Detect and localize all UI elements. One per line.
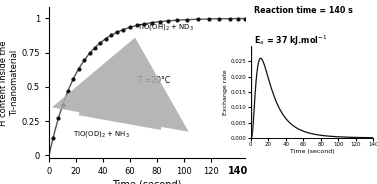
Point — [195, 18, 201, 21]
Text: Reaction time = 140 s: Reaction time = 140 s — [254, 6, 353, 15]
Point — [120, 28, 126, 31]
Point — [103, 37, 109, 40]
Y-axis label: H content inside the
Ti-nanomaterial: H content inside the Ti-nanomaterial — [0, 40, 19, 125]
Text: 140: 140 — [228, 166, 248, 176]
Y-axis label: Exchange rate: Exchange rate — [223, 69, 228, 115]
Point — [157, 20, 163, 23]
Point — [175, 19, 181, 22]
X-axis label: Time (second): Time (second) — [290, 148, 334, 154]
Point — [92, 46, 98, 49]
Point — [50, 137, 56, 139]
Text: TiO(OD)$_2$ + NH$_3$: TiO(OD)$_2$ + NH$_3$ — [74, 129, 130, 139]
Point — [65, 89, 71, 92]
Text: TiO(OH)$_2$ + ND$_3$: TiO(OH)$_2$ + ND$_3$ — [137, 22, 194, 32]
Text: E$_{a}$ = 37 kJ.mol$^{-1}$: E$_{a}$ = 37 kJ.mol$^{-1}$ — [254, 33, 328, 47]
Point — [55, 117, 61, 120]
Text: T =20°C: T =20°C — [138, 76, 170, 85]
Point — [108, 34, 114, 37]
X-axis label: Time (second): Time (second) — [112, 179, 182, 184]
Point — [235, 17, 241, 20]
Point — [205, 17, 211, 20]
Point — [127, 26, 133, 29]
Point — [97, 41, 103, 44]
Point — [216, 17, 222, 20]
Point — [70, 77, 77, 80]
Point — [60, 104, 66, 107]
Point — [149, 21, 155, 24]
Point — [227, 17, 233, 20]
Point — [184, 18, 190, 21]
Point — [76, 67, 82, 70]
Point — [141, 23, 147, 26]
Point — [81, 59, 87, 62]
Point — [134, 24, 140, 27]
Point — [242, 17, 248, 20]
Point — [87, 52, 93, 55]
Point — [165, 19, 171, 22]
Point — [113, 31, 120, 34]
